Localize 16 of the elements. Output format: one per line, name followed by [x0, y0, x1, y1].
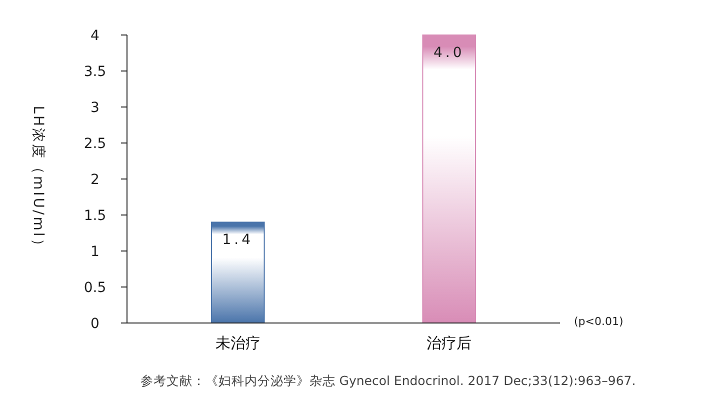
y-tick-label: 4: [90, 28, 100, 44]
y-tick-label: 0.5: [84, 280, 106, 296]
x-tick-label: 治疗后: [426, 334, 472, 352]
y-tick-label: 3.5: [84, 64, 106, 80]
text: (p<0.01): [574, 315, 624, 328]
text: 参考文献：《妇科内分泌学》杂志 Gynecol Endocrinol. 2017 Dec;33(12):963–967.: [140, 373, 636, 388]
y-tick-label: 2.5: [84, 136, 106, 152]
x-tick-label: 未治疗: [215, 334, 260, 352]
y-tick-label: 0: [90, 316, 100, 332]
y-tick-label: 1.5: [84, 208, 106, 224]
data-label: 1.4: [222, 232, 254, 248]
data-label: 4.0: [433, 45, 465, 61]
y-tick-label: 3: [90, 100, 100, 116]
y-axis-title: LH浓度（mIU/ml）: [30, 106, 46, 254]
y-tick-label: 1: [90, 244, 100, 260]
y-tick-label: 2: [90, 172, 100, 188]
